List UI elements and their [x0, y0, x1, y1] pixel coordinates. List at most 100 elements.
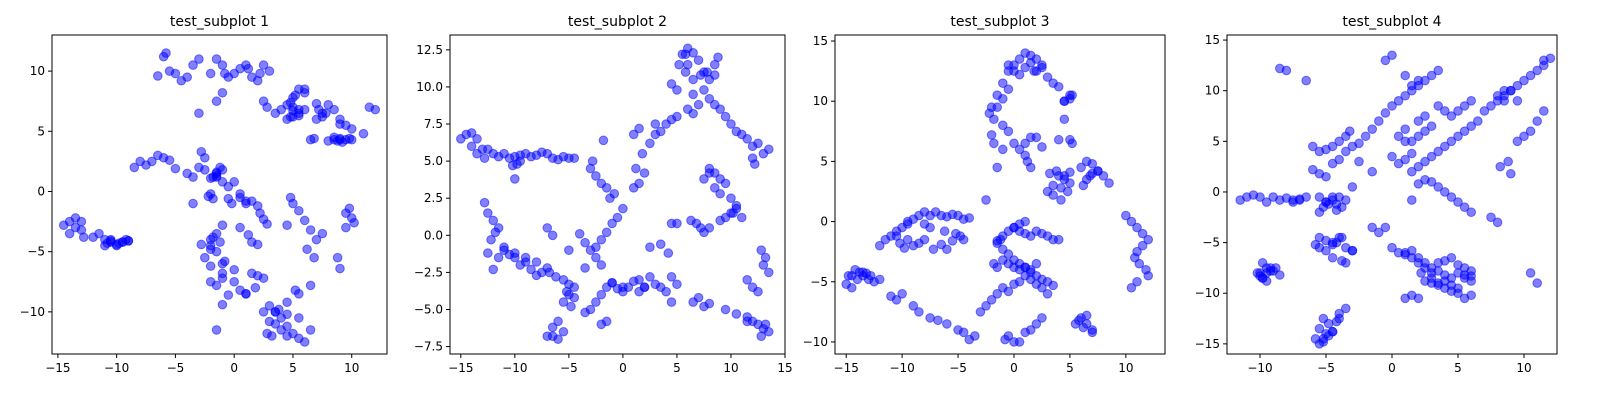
x-tick-label: −15	[834, 361, 859, 375]
scatter-point	[188, 60, 198, 70]
scatter-point	[585, 304, 596, 315]
scatter-point	[194, 108, 204, 119]
scatter-point	[634, 178, 644, 189]
scatter-point	[170, 163, 181, 174]
scatter-point	[736, 212, 747, 223]
scatter-point	[1407, 85, 1417, 96]
scatter-point	[1093, 166, 1103, 176]
scatter-point	[1341, 303, 1351, 314]
scatter-point	[720, 111, 731, 122]
scatter-point	[1426, 70, 1437, 81]
scatter-point	[1367, 222, 1377, 233]
scatter-point	[1074, 315, 1084, 326]
scatter-point	[1014, 276, 1025, 287]
y-tick-label: 0	[820, 215, 828, 229]
scatter-point	[1321, 171, 1331, 182]
scatter-point	[1318, 337, 1329, 347]
scatter-point	[558, 297, 569, 307]
scatter-point	[211, 325, 222, 335]
x-tick-label: 10	[1516, 361, 1531, 375]
scatter-point	[282, 297, 292, 308]
scatter-point	[1532, 65, 1542, 76]
scatter-point	[1459, 202, 1470, 212]
scatter-point	[1327, 326, 1338, 337]
scatter-point	[726, 193, 736, 204]
x-tick-label: 5	[673, 361, 681, 375]
scatter-point	[645, 138, 655, 149]
scatter-point	[1492, 90, 1503, 101]
scatter-point	[170, 68, 181, 79]
scatter-point	[499, 242, 509, 252]
scatter-point	[1387, 242, 1397, 253]
scatter-point	[742, 275, 752, 285]
scatter-point	[200, 252, 210, 263]
scatter-point	[488, 215, 499, 226]
scatter-point	[1076, 162, 1086, 173]
scatter-point	[1334, 308, 1344, 319]
scatter-point	[645, 242, 655, 252]
subplot-1: test_subplot 1 −15 −10 −5 0 5 10 −10 −5 0 5 10	[20, 14, 388, 375]
scatter-point	[553, 316, 563, 327]
y-tick-label: −7.5	[414, 340, 443, 354]
scatter-point	[601, 316, 612, 327]
scatter-point	[731, 309, 742, 319]
scatter-point	[951, 228, 961, 239]
scatter-point	[1275, 270, 1285, 280]
scatter-point	[472, 148, 482, 159]
scatter-point	[1134, 258, 1145, 269]
subplot-4: test_subplot 4 −10 −5 0 5 10 −15 −10 −5 0 5 10 15	[1195, 14, 1558, 375]
scatter-point	[919, 234, 930, 245]
scatter-point	[1426, 177, 1437, 187]
scatter-point	[1367, 124, 1377, 134]
scatter-point	[158, 51, 169, 62]
scatter-point	[1367, 166, 1377, 177]
y-tick-label: −5.0	[414, 302, 443, 316]
scatter-point	[699, 85, 709, 95]
scatter-point	[542, 223, 553, 233]
scatter-point	[989, 138, 999, 149]
y-tick-label: 0	[37, 184, 45, 198]
y-tick-label: −10	[1195, 286, 1220, 300]
scatter-point	[1031, 319, 1042, 329]
scatter-point	[1453, 131, 1463, 142]
scatter-point	[309, 133, 319, 144]
scatter-point	[1407, 136, 1417, 147]
scatter-point	[311, 98, 322, 109]
scatter-point	[631, 163, 641, 174]
scatter-point	[992, 289, 1003, 299]
scatter-point	[699, 174, 709, 184]
scatter-point	[1104, 178, 1114, 188]
scatter-point	[1407, 148, 1417, 159]
x-tick-label: −5	[167, 361, 185, 375]
scatter-point	[1387, 101, 1397, 111]
scatter-point	[282, 309, 292, 320]
scatter-point	[655, 126, 666, 137]
scatter-point	[217, 273, 228, 283]
scatter-point	[358, 128, 369, 139]
scatter-point	[1261, 197, 1272, 207]
scatter-point	[914, 307, 924, 317]
scatter-point	[902, 216, 913, 227]
scatter-point	[1380, 108, 1391, 118]
scatter-point	[1062, 186, 1073, 197]
scatter-point	[702, 67, 712, 77]
subplot-3: test_subplot 3 −15 −10 −5 0 5 10 −10 −5 0 5 10 15	[803, 14, 1166, 375]
scatter-point	[1143, 234, 1154, 245]
scatter-point	[645, 272, 655, 282]
scatter-point	[674, 59, 684, 70]
scatter-point	[466, 141, 477, 152]
scatter-point	[1314, 323, 1325, 334]
scatter-point	[250, 282, 261, 293]
scatter-point	[1466, 207, 1476, 218]
scatter-point	[1413, 80, 1424, 91]
scatter-point	[1466, 121, 1476, 131]
scatter-point	[1499, 96, 1509, 106]
scatter-point	[1380, 55, 1391, 66]
scatter-point	[1025, 132, 1036, 143]
scatter-point	[1037, 313, 1047, 323]
scatter-point	[713, 52, 723, 63]
scatter-point	[270, 319, 281, 329]
scatter-point	[715, 188, 725, 199]
scatter-point	[64, 228, 75, 239]
scatter-point	[1087, 327, 1098, 338]
